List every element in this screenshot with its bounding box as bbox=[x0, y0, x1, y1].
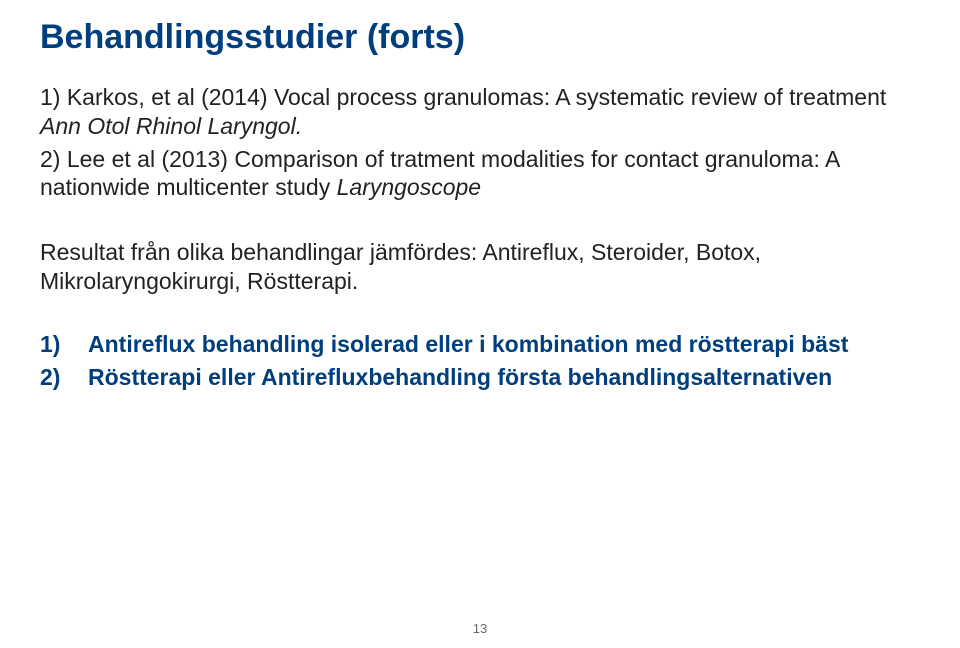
reference-number: 2) bbox=[40, 146, 60, 172]
reference-journal: Ann Otol Rhinol Laryngol. bbox=[40, 113, 302, 139]
reference-text: Karkos, et al (2014) Vocal process granu… bbox=[60, 84, 886, 110]
reference-number: 1) bbox=[40, 84, 60, 110]
list-item: 2) Röstterapi eller Antirefluxbehandling… bbox=[40, 363, 920, 392]
result-paragraph: Resultat från olika behandlingar jämförd… bbox=[40, 238, 920, 296]
references-block: 1) Karkos, et al (2014) Vocal process gr… bbox=[40, 83, 920, 202]
list-item: 1) Antireflux behandling isolerad eller … bbox=[40, 330, 920, 359]
slide-title: Behandlingsstudier (forts) bbox=[40, 18, 920, 57]
list-number: 1) bbox=[40, 330, 88, 359]
reference-item: 2) Lee et al (2013) Comparison of tratme… bbox=[40, 145, 920, 203]
list-number: 2) bbox=[40, 363, 88, 392]
list-text: Antireflux behandling isolerad eller i k… bbox=[88, 330, 920, 359]
list-text: Röstterapi eller Antirefluxbehandling fö… bbox=[88, 363, 920, 392]
page-number: 13 bbox=[0, 621, 960, 636]
slide: Behandlingsstudier (forts) 1) Karkos, et… bbox=[0, 0, 960, 648]
reference-item: 1) Karkos, et al (2014) Vocal process gr… bbox=[40, 83, 920, 141]
reference-journal: Laryngoscope bbox=[337, 174, 482, 200]
conclusion-list: 1) Antireflux behandling isolerad eller … bbox=[40, 330, 920, 393]
